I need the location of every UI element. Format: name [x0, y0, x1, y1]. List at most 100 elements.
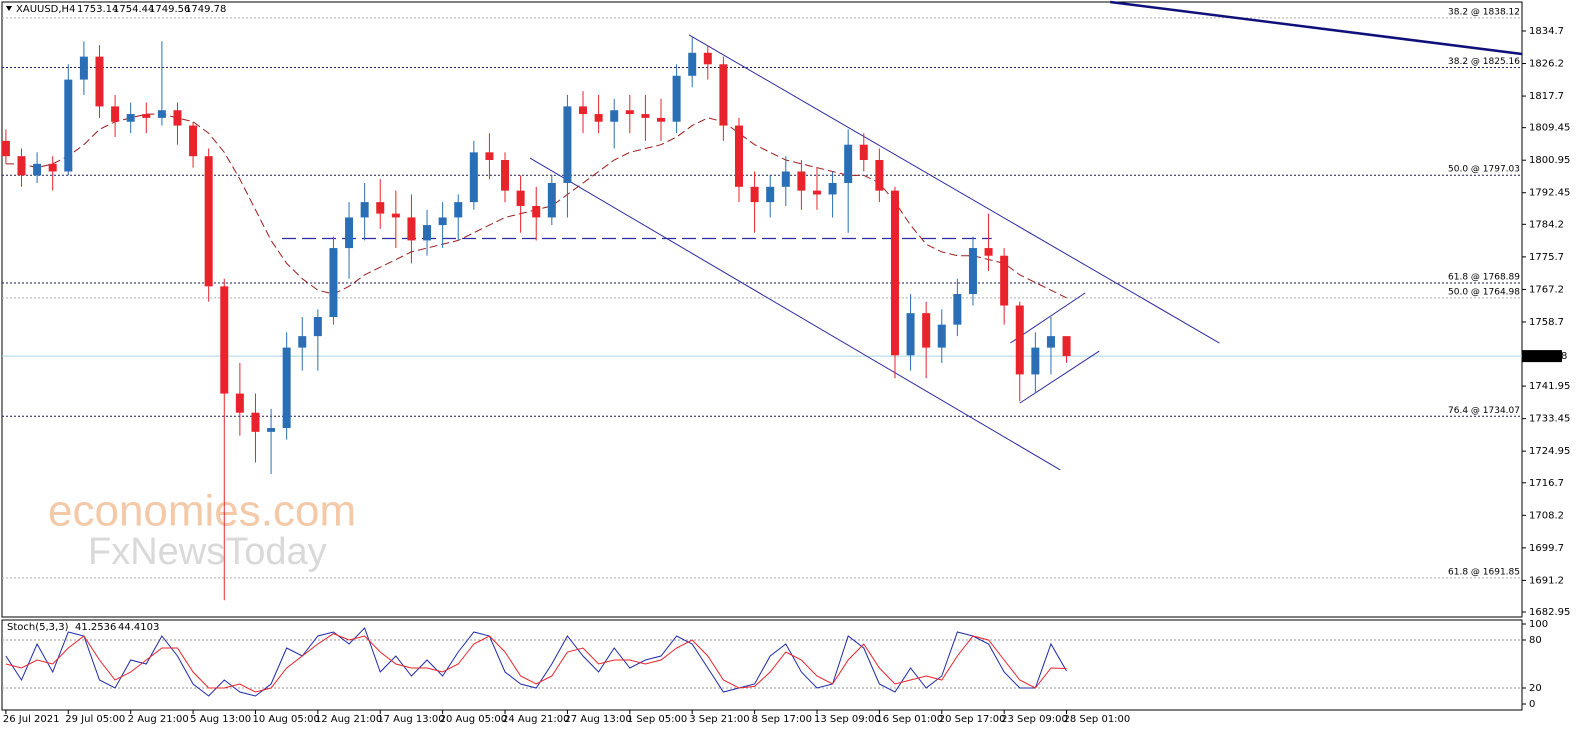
- candle-body: [672, 75, 681, 122]
- candle-body: [781, 171, 790, 187]
- symbol: XAUUSD,H4: [16, 4, 75, 15]
- stoch-value: 41.2536: [75, 622, 116, 633]
- candle-body: [1015, 305, 1024, 375]
- candle-body: [235, 393, 244, 413]
- y-tick-label: 1708.2: [1529, 510, 1564, 521]
- fib-label: 76.4 @ 1734.07: [1448, 406, 1520, 416]
- x-tick-label: 27 Aug 13:00: [564, 714, 631, 725]
- y-tick-label: 1758.7: [1529, 317, 1564, 328]
- x-tick-label: 24 Aug 21:00: [502, 714, 569, 725]
- fib-label: 61.8 @ 1768.89: [1448, 272, 1520, 282]
- candle-body: [267, 428, 276, 432]
- candle-body: [376, 202, 385, 214]
- y-tick-label: 1724.95: [1529, 446, 1570, 457]
- candle-body: [391, 213, 400, 218]
- stoch-frame: [1, 619, 1523, 711]
- candle-body: [968, 248, 977, 295]
- fib-label: 38.2 @ 1825.16: [1448, 57, 1520, 67]
- candle-body: [251, 412, 260, 432]
- x-tick-label: 16 Sep 01:00: [876, 714, 943, 725]
- x-tick-label: 1 Sep 05:00: [627, 714, 687, 725]
- candle-body: [1062, 336, 1071, 357]
- candle-body: [298, 336, 307, 348]
- candle-body: [922, 313, 931, 348]
- candle-body: [563, 106, 572, 183]
- fib-label: 50.0 @ 1797.03: [1448, 165, 1520, 175]
- x-tick-label: 17 Aug 13:00: [377, 714, 444, 725]
- x-tick-label: 29 Jul 05:00: [65, 714, 125, 725]
- main-frame: [1, 1, 1523, 618]
- candle-body: [516, 190, 525, 206]
- x-tick-label: 13 Sep 09:00: [814, 714, 881, 725]
- candle-body: [454, 202, 463, 218]
- candle-body: [844, 144, 853, 183]
- ohlc: 1753.14: [77, 4, 118, 15]
- x-tick-label: 12 Aug 21:00: [315, 714, 382, 725]
- candle-body: [423, 225, 432, 241]
- candle-body: [469, 152, 478, 203]
- candle-body: [937, 324, 946, 348]
- stoch-main: [5, 627, 1067, 697]
- menu-arrow[interactable]: [6, 6, 12, 11]
- candle-body: [766, 186, 775, 203]
- stoch-tick-label: 0: [1529, 699, 1535, 710]
- stoch-tick-label: 100: [1529, 619, 1548, 630]
- candle-body: [1031, 347, 1040, 375]
- candle-body: [485, 152, 494, 161]
- x-tick-label: 5 Aug 13:00: [190, 714, 251, 725]
- candle-body: [610, 110, 619, 122]
- candle-body: [750, 186, 759, 203]
- candle-body: [126, 114, 135, 122]
- fib-label: 50.0 @ 1764.98: [1448, 287, 1520, 297]
- last-price-box: [1522, 350, 1562, 363]
- candle-body: [282, 347, 291, 429]
- candle-body: [329, 248, 338, 317]
- stoch-signal: [5, 633, 1067, 693]
- watermark: economies.com: [48, 487, 356, 536]
- x-tick-label: 8 Sep 17:00: [752, 714, 812, 725]
- y-tick-label: 1716.7: [1529, 478, 1564, 489]
- candle-body: [828, 182, 837, 195]
- last-price-label: 1749.78: [1526, 351, 1567, 362]
- candle-body: [220, 286, 229, 394]
- candle-body: [142, 114, 151, 118]
- candle-body: [812, 190, 821, 195]
- candle-body: [953, 294, 962, 325]
- candle-body: [17, 156, 26, 176]
- candle-body: [345, 217, 354, 249]
- y-tick-label: 1733.45: [1529, 414, 1570, 425]
- candle-body: [438, 217, 447, 226]
- y-tick-label: 1699.7: [1529, 543, 1564, 554]
- stoch-tick-label: 80: [1529, 635, 1542, 646]
- candle-body: [719, 64, 728, 126]
- candle-body: [360, 202, 369, 218]
- y-tick-label: 1792.45: [1529, 188, 1570, 199]
- candle-body: [1, 140, 10, 157]
- candle-body: [173, 110, 182, 126]
- candle-body: [1000, 255, 1009, 306]
- candle-body: [64, 79, 73, 172]
- candle-body: [313, 316, 322, 337]
- candle-body: [111, 106, 120, 122]
- y-tick-label: 1809.45: [1529, 123, 1570, 134]
- y-tick-label: 1784.2: [1529, 219, 1564, 230]
- candle-body: [906, 313, 915, 356]
- x-tick-label: 20 Aug 05:00: [440, 714, 507, 725]
- candle-body: [189, 125, 198, 157]
- x-tick-label: 3 Sep 21:00: [689, 714, 749, 725]
- candle-body: [1046, 336, 1055, 348]
- x-tick-label: 28 Sep 01:00: [1064, 714, 1131, 725]
- candle-body: [797, 171, 806, 191]
- x-tick-label: 20 Sep 17:00: [939, 714, 1006, 725]
- ohlc: 1754.44: [113, 4, 154, 15]
- candle-body: [204, 156, 213, 287]
- candle-body: [547, 182, 556, 218]
- stoch-value: 44.4103: [118, 622, 159, 633]
- y-tick-label: 1741.95: [1529, 381, 1570, 392]
- stoch-title: Stoch(5,3,3): [7, 622, 69, 633]
- candle-body: [579, 106, 588, 115]
- x-tick-label: 23 Sep 09:00: [1001, 714, 1068, 725]
- candle-body: [33, 163, 42, 176]
